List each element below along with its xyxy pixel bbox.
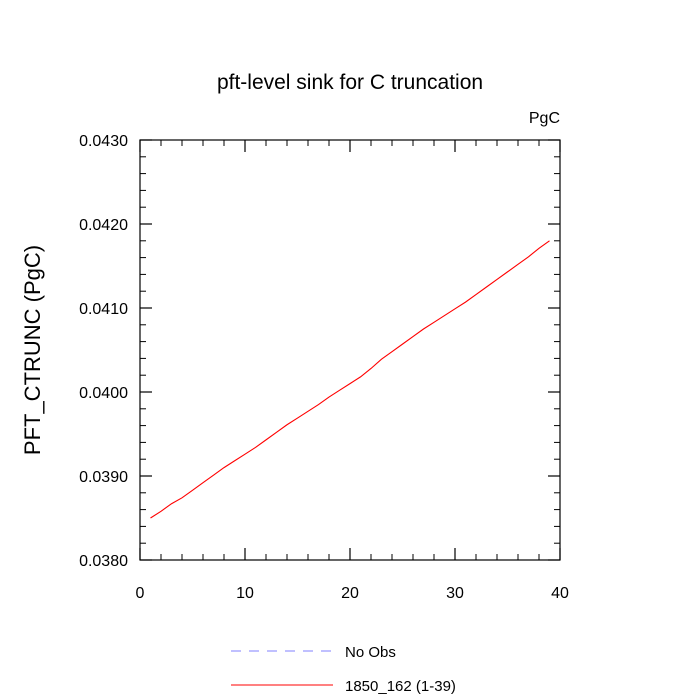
y-axis-label: PFT_CTRUNC (PgC) xyxy=(20,245,45,455)
axis-tick-labels: 0 10 20 30 40 0.0380 0.0390 0.0400 0.0410 0.0420 0… xyxy=(79,133,569,602)
series-line-1 xyxy=(150,240,550,519)
legend: No Obs 1850_162 (1-39) xyxy=(231,644,456,695)
y-tick-label: 0.0410 xyxy=(79,301,128,318)
x-tick-label: 30 xyxy=(446,585,464,602)
x-tick-label: 40 xyxy=(551,585,569,602)
x-tick-label: 20 xyxy=(341,585,359,602)
plot-frame xyxy=(139,139,561,561)
series-lines xyxy=(150,240,550,519)
units-label: PgC xyxy=(529,110,560,127)
x-tick-label: 10 xyxy=(236,585,254,602)
y-tick-label: 0.0420 xyxy=(79,217,128,234)
axis-ticks xyxy=(139,139,561,561)
chart-title: pft-level sink for C truncation xyxy=(217,71,483,94)
x-tick-label: 0 xyxy=(136,585,145,602)
y-tick-label: 0.0390 xyxy=(79,469,128,486)
y-tick-label: 0.0430 xyxy=(79,133,128,150)
y-tick-label: 0.0400 xyxy=(79,385,128,402)
legend-label-1850-162: 1850_162 (1-39) xyxy=(345,678,456,695)
y-tick-label: 0.0380 xyxy=(79,553,128,570)
legend-label-no-obs: No Obs xyxy=(345,644,396,661)
